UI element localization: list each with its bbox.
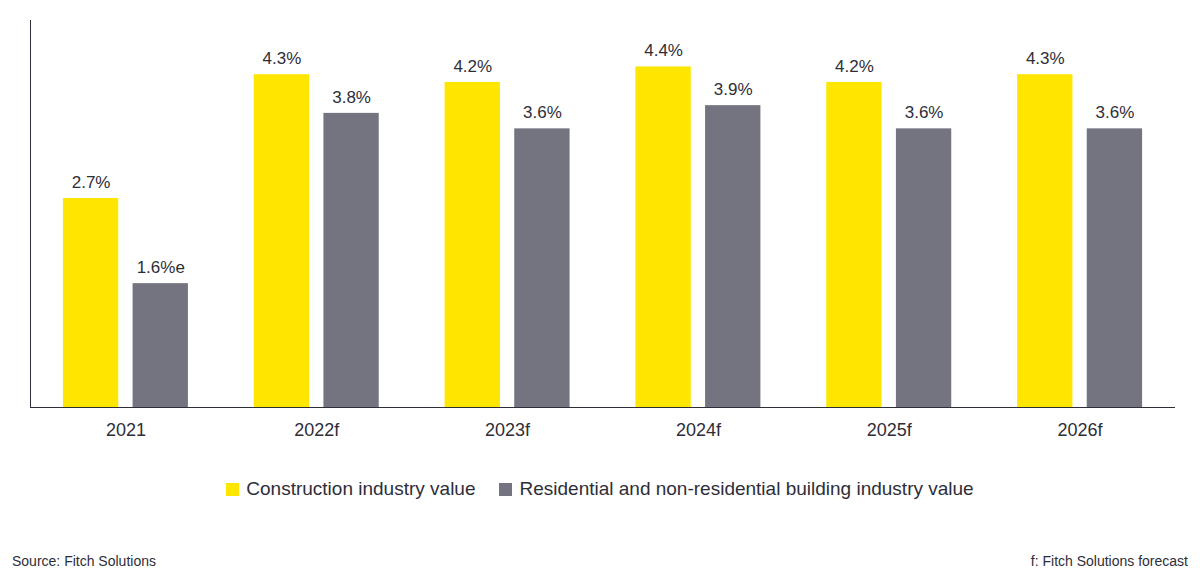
svg-text:2021: 2021: [106, 420, 146, 440]
svg-text:3.9%: 3.9%: [714, 80, 753, 99]
svg-text:2026f: 2026f: [1058, 420, 1104, 440]
svg-text:3.6%: 3.6%: [1096, 103, 1135, 122]
svg-text:2024f: 2024f: [676, 420, 722, 440]
svg-text:1.6%e: 1.6%e: [137, 258, 185, 277]
svg-text:4.2%: 4.2%: [453, 57, 492, 76]
svg-text:4.4%: 4.4%: [644, 41, 683, 60]
svg-text:4.3%: 4.3%: [1026, 49, 1065, 68]
svg-text:4.2%: 4.2%: [835, 57, 874, 76]
html-text:Construction industry value: Construction industry value: [246, 478, 476, 499]
html-text:Residential and non-residentia: Residential and non-residential building…: [519, 478, 974, 499]
svg-text:2023f: 2023f: [485, 420, 531, 440]
html-text:Source: Fitch Solutions: Source: Fitch Solutions: [12, 553, 156, 569]
svg-text:3.6%: 3.6%: [905, 103, 944, 122]
svg-text:3.8%: 3.8%: [332, 88, 371, 107]
svg-text:4.3%: 4.3%: [263, 49, 302, 68]
svg-text:2025f: 2025f: [867, 420, 913, 440]
svg-text:3.6%: 3.6%: [523, 103, 562, 122]
svg-text:2022f: 2022f: [294, 420, 340, 440]
svg-text:2.7%: 2.7%: [72, 173, 111, 192]
html-text:f: Fitch Solutions forecast: f: Fitch Solutions forecast: [1030, 553, 1188, 569]
